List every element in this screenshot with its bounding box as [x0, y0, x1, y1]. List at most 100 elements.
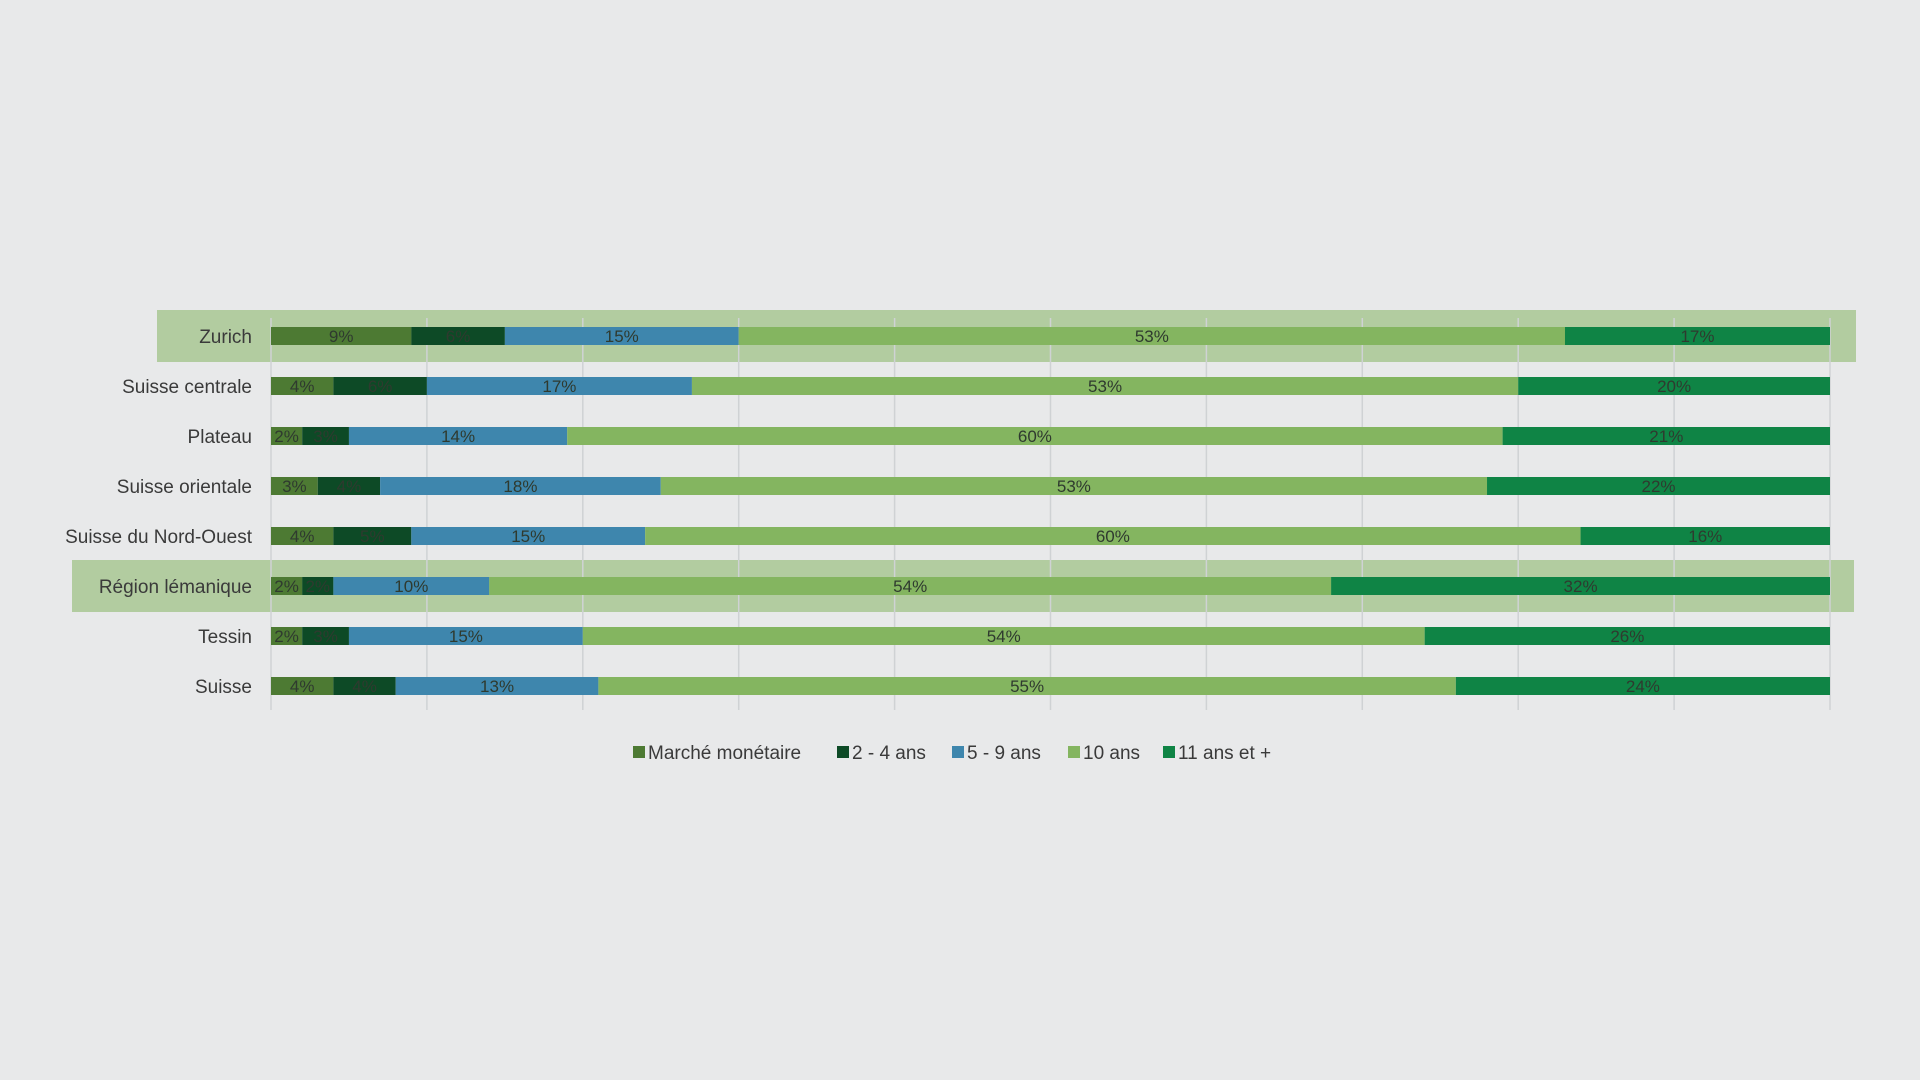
- bar-segment: [302, 577, 334, 595]
- bar-segment: [738, 327, 1565, 345]
- data-label: 3%: [313, 627, 338, 646]
- bar-segment: [271, 327, 412, 345]
- bars: 9% 6% 15% 53% 17% 4% 6% 17% 53% 20% 2% 3% 14% 60% 21% 3…: [271, 327, 1830, 696]
- bar-segment: [333, 577, 490, 595]
- category-label: Suisse: [195, 677, 252, 698]
- bar-segment: [1331, 577, 1830, 595]
- data-label: 13%: [480, 677, 514, 696]
- bar-segment: [1424, 627, 1830, 645]
- data-label: 14%: [441, 427, 475, 446]
- data-label: 10%: [394, 577, 428, 596]
- legend: Marché monétaire 2 - 4 ans 5 - 9 ans 10 ans…: [633, 743, 1271, 764]
- data-label: 9%: [329, 327, 354, 346]
- legend-swatch: [952, 746, 964, 758]
- highlight-bands: [72, 310, 1856, 612]
- data-label: 6%: [368, 377, 393, 396]
- bar-segment: [489, 577, 1332, 595]
- data-label: 26%: [1610, 627, 1644, 646]
- data-label: 4%: [290, 677, 315, 696]
- bar-segment: [333, 677, 396, 695]
- data-label: 18%: [503, 477, 537, 496]
- bar-segment: [302, 627, 349, 645]
- bar-segment: [1580, 527, 1830, 545]
- data-label: 15%: [449, 627, 483, 646]
- bar-segment: [271, 477, 318, 495]
- data-label: 53%: [1057, 477, 1091, 496]
- legend-label: Marché monétaire: [648, 743, 801, 764]
- data-label: 55%: [1010, 677, 1044, 696]
- legend-label: 10 ans: [1083, 743, 1140, 764]
- bar-segment: [504, 327, 739, 345]
- category-label: Zurich: [199, 327, 252, 348]
- bar-segment: [271, 677, 334, 695]
- data-label: 3%: [282, 477, 307, 496]
- bar-segment: [598, 677, 1456, 695]
- data-label: 5%: [360, 527, 385, 546]
- bar-segment: [1502, 427, 1830, 445]
- bar-segment: [426, 377, 692, 395]
- category-label: Tessin: [198, 627, 252, 648]
- bar-segment: [660, 477, 1488, 495]
- bar-segment: [567, 427, 1503, 445]
- category-label: Suisse centrale: [122, 377, 252, 398]
- bar-segment: [271, 427, 303, 445]
- data-label: 4%: [337, 477, 362, 496]
- data-label: 22%: [1641, 477, 1675, 496]
- legend-swatch: [633, 746, 645, 758]
- bar-segment: [348, 627, 583, 645]
- data-label: 60%: [1018, 427, 1052, 446]
- legend-label: 11 ans et +: [1178, 743, 1271, 764]
- legend-swatch: [1068, 746, 1080, 758]
- data-label: 4%: [290, 377, 315, 396]
- legend-swatch: [837, 746, 849, 758]
- bar-segment: [411, 327, 505, 345]
- data-label: 2%: [274, 577, 299, 596]
- bar-segment: [380, 477, 661, 495]
- data-label: 20%: [1657, 377, 1691, 396]
- data-label: 53%: [1135, 327, 1169, 346]
- bar-segment: [333, 377, 427, 395]
- bar-segment: [691, 377, 1519, 395]
- data-label: 2%: [305, 577, 330, 596]
- data-label: 54%: [893, 577, 927, 596]
- bar-segment: [1564, 327, 1830, 345]
- bar-segment: [348, 427, 568, 445]
- data-label: 60%: [1096, 527, 1130, 546]
- gridlines: [270, 318, 1831, 710]
- category-label: Suisse du Nord-Ouest: [65, 527, 253, 548]
- category-label: Plateau: [188, 427, 252, 448]
- data-label: 15%: [605, 327, 639, 346]
- data-label: 17%: [542, 377, 576, 396]
- data-label: 4%: [352, 677, 377, 696]
- bar-segment: [271, 577, 303, 595]
- bar-segment: [271, 627, 303, 645]
- data-label: 4%: [290, 527, 315, 546]
- legend-label: 2 - 4 ans: [852, 743, 926, 764]
- category-labels: Zurich Suisse centrale Plateau Suisse orien…: [65, 327, 253, 698]
- category-label: Région lémanique: [99, 577, 252, 598]
- bar-segment: [271, 527, 334, 545]
- data-label: 2%: [274, 627, 299, 646]
- bar-segment: [1487, 477, 1830, 495]
- bar-segment: [411, 527, 646, 545]
- category-label: Suisse orientale: [117, 477, 252, 498]
- data-label: 32%: [1564, 577, 1598, 596]
- bar-segment: [395, 677, 599, 695]
- bar-segment: [302, 427, 349, 445]
- bar-segment: [1455, 677, 1830, 695]
- data-label: 17%: [1680, 327, 1714, 346]
- data-label: 6%: [446, 327, 471, 346]
- bar-segment: [317, 477, 381, 495]
- bar-segment: [333, 527, 412, 545]
- data-label: 2%: [274, 427, 299, 446]
- data-label: 53%: [1088, 377, 1122, 396]
- data-label: 54%: [987, 627, 1021, 646]
- data-label: 3%: [313, 427, 338, 446]
- data-label: 16%: [1688, 527, 1722, 546]
- bar-segment: [271, 377, 334, 395]
- bar-segment: [1518, 377, 1830, 395]
- bar-segment: [645, 527, 1581, 545]
- data-label: 21%: [1649, 427, 1683, 446]
- bar-segment: [582, 627, 1425, 645]
